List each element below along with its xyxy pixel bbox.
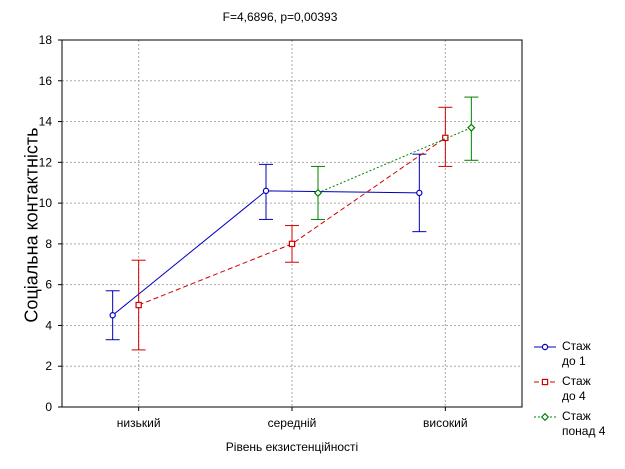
y-tick-label: 2 bbox=[45, 359, 52, 373]
y-tick-label: 10 bbox=[39, 196, 53, 210]
series-1 bbox=[105, 153, 427, 341]
data-point bbox=[541, 378, 549, 386]
legend-label-line1: Стаж bbox=[562, 374, 591, 388]
data-point bbox=[541, 343, 549, 351]
legend-label: Стаж до 4 bbox=[562, 374, 591, 404]
y-tick-label: 8 bbox=[45, 237, 52, 251]
y-tick-label: 14 bbox=[39, 115, 53, 129]
data-point bbox=[262, 187, 270, 195]
chart-title: F=4,6896, p=0,00393 bbox=[222, 10, 338, 24]
grid bbox=[62, 40, 522, 407]
x-axis-title: Рівень екзистенційності bbox=[225, 440, 359, 454]
data-point bbox=[313, 188, 323, 198]
y-tick-label: 6 bbox=[45, 278, 52, 292]
legend bbox=[534, 343, 556, 422]
y-tick-label: 4 bbox=[45, 318, 52, 332]
x-tick-label: високий bbox=[423, 416, 468, 430]
data-point bbox=[540, 412, 550, 422]
data-point bbox=[109, 312, 116, 319]
x-axis: низький середній високий bbox=[117, 407, 468, 430]
legend-label: Стаж понад 4 bbox=[562, 409, 605, 439]
y-tick-label: 16 bbox=[39, 74, 53, 88]
y-axis: 0 2 4 6 8 10 12 14 16 18 bbox=[39, 33, 62, 414]
legend-label-line2: до 1 bbox=[562, 354, 586, 368]
data-point bbox=[135, 301, 142, 309]
legend-label: Стаж до 1 bbox=[562, 339, 591, 369]
series-2 bbox=[131, 106, 453, 351]
legend-label-line1: Стаж bbox=[562, 409, 591, 423]
data-point bbox=[288, 240, 296, 248]
y-tick-label: 12 bbox=[39, 155, 53, 169]
y-axis-title: Соціальна контактність bbox=[21, 127, 42, 323]
legend-label-line2: до 4 bbox=[562, 389, 586, 403]
y-tick-label: 18 bbox=[39, 33, 53, 47]
data-point bbox=[416, 189, 423, 197]
y-tick-label: 0 bbox=[45, 400, 52, 414]
series-3 bbox=[311, 96, 479, 220]
data-point bbox=[467, 123, 476, 132]
series-line bbox=[317, 127, 472, 194]
series-line bbox=[138, 137, 446, 306]
legend-label-line1: Стаж bbox=[562, 339, 591, 353]
x-tick-label: низький bbox=[117, 416, 161, 430]
legend-label-line2: понад 4 bbox=[562, 424, 606, 438]
plot-frame bbox=[61, 39, 523, 408]
series-group bbox=[105, 96, 479, 351]
x-tick-label: середній bbox=[268, 416, 317, 430]
